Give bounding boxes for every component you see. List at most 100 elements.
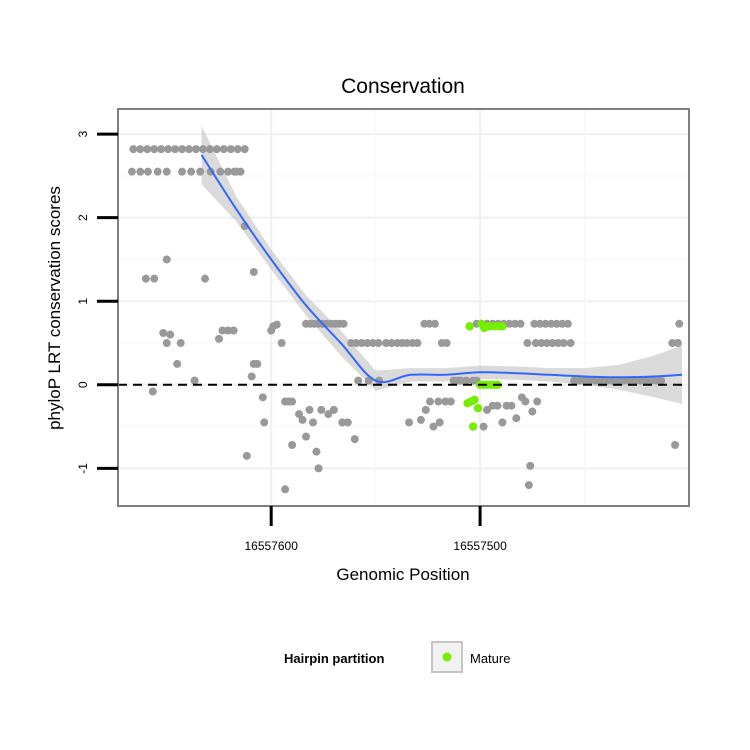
data-point	[405, 418, 414, 427]
data-point	[338, 418, 347, 427]
data-point	[162, 255, 171, 264]
data-point	[143, 167, 152, 176]
data-point	[312, 447, 321, 456]
data-point	[218, 326, 227, 335]
data-point	[510, 319, 519, 328]
data-point	[219, 145, 228, 154]
data-point	[164, 145, 173, 154]
data-point	[530, 319, 539, 328]
plot-border	[117, 108, 690, 507]
data-point	[247, 372, 256, 381]
data-point	[531, 339, 540, 348]
data-point	[558, 319, 567, 328]
data-point	[305, 405, 314, 414]
data-point	[574, 376, 583, 385]
data-point	[402, 339, 411, 348]
data-point	[537, 339, 546, 348]
data-point	[162, 339, 171, 348]
data-point	[173, 359, 182, 368]
data-point	[671, 440, 680, 449]
data-point	[196, 167, 205, 176]
data-point	[625, 376, 634, 385]
x-axis-label: Genomic Position	[336, 565, 469, 584]
legend-key-mature-marker	[442, 652, 452, 662]
data-point	[425, 397, 434, 406]
data-point	[493, 401, 502, 410]
data-point	[374, 339, 383, 348]
data-point	[354, 376, 363, 385]
data-point	[229, 326, 238, 335]
data-point	[317, 405, 326, 414]
data-point	[143, 145, 152, 154]
data-point	[127, 167, 136, 176]
data-point	[159, 328, 168, 337]
data-point	[136, 145, 145, 154]
x-tick-label: 16557500	[453, 539, 507, 553]
data-point	[324, 410, 333, 419]
data-point	[162, 167, 171, 176]
y-tick-label: -1	[76, 463, 90, 474]
data-point	[528, 407, 537, 416]
data-point	[314, 464, 323, 473]
data-point	[226, 145, 235, 154]
data-point	[185, 145, 194, 154]
data-point	[430, 319, 439, 328]
data-point	[166, 330, 175, 339]
data-point	[619, 376, 628, 385]
chart-title: Conservation	[341, 75, 465, 98]
data-point	[178, 167, 187, 176]
data-point	[148, 387, 157, 396]
data-point	[258, 393, 267, 402]
data-point	[190, 376, 199, 385]
data-point	[416, 415, 425, 424]
data-point	[483, 405, 492, 414]
data-point	[435, 418, 444, 427]
data-point	[554, 339, 563, 348]
data-point	[368, 339, 377, 348]
y-tick-label: 0	[76, 381, 90, 388]
data-point	[150, 145, 159, 154]
legend-title: Hairpin partition	[284, 651, 384, 666]
data-point	[535, 319, 544, 328]
data-point	[597, 376, 606, 385]
data-point	[178, 145, 187, 154]
data-point	[630, 376, 639, 385]
data-point	[591, 376, 600, 385]
data-point	[295, 410, 304, 419]
data-point	[413, 339, 422, 348]
data-point	[357, 339, 366, 348]
data-point	[343, 418, 352, 427]
data-point	[214, 334, 223, 343]
data-point	[129, 145, 138, 154]
data-point	[363, 339, 372, 348]
data-point	[675, 319, 684, 328]
data-point	[236, 167, 245, 176]
data-point	[446, 397, 455, 406]
data-point	[548, 339, 557, 348]
data-point	[308, 418, 317, 427]
legend-label-mature: Mature	[470, 651, 510, 666]
data-point	[429, 422, 438, 431]
data-point	[187, 167, 196, 176]
x-axis: 16557600 16557500	[244, 506, 507, 553]
legend: Hairpin partition Mature	[284, 641, 510, 673]
data-point	[542, 339, 551, 348]
data-point	[566, 339, 575, 348]
data-point	[205, 145, 214, 154]
data-point	[298, 415, 307, 424]
data-point	[647, 376, 656, 385]
data-point	[277, 339, 286, 348]
data-point	[216, 167, 225, 176]
y-tick-label: 1	[76, 298, 90, 305]
data-point	[382, 339, 391, 348]
data-point	[442, 339, 451, 348]
data-point	[434, 397, 443, 406]
smooth-line-layer	[200, 154, 683, 384]
y-axis: -1 0 1 2 3	[76, 130, 118, 474]
data-point	[673, 339, 682, 348]
data-point	[153, 167, 162, 176]
data-point	[201, 274, 210, 283]
data-point	[157, 145, 166, 154]
data-point	[608, 376, 617, 385]
data-point	[212, 145, 221, 154]
